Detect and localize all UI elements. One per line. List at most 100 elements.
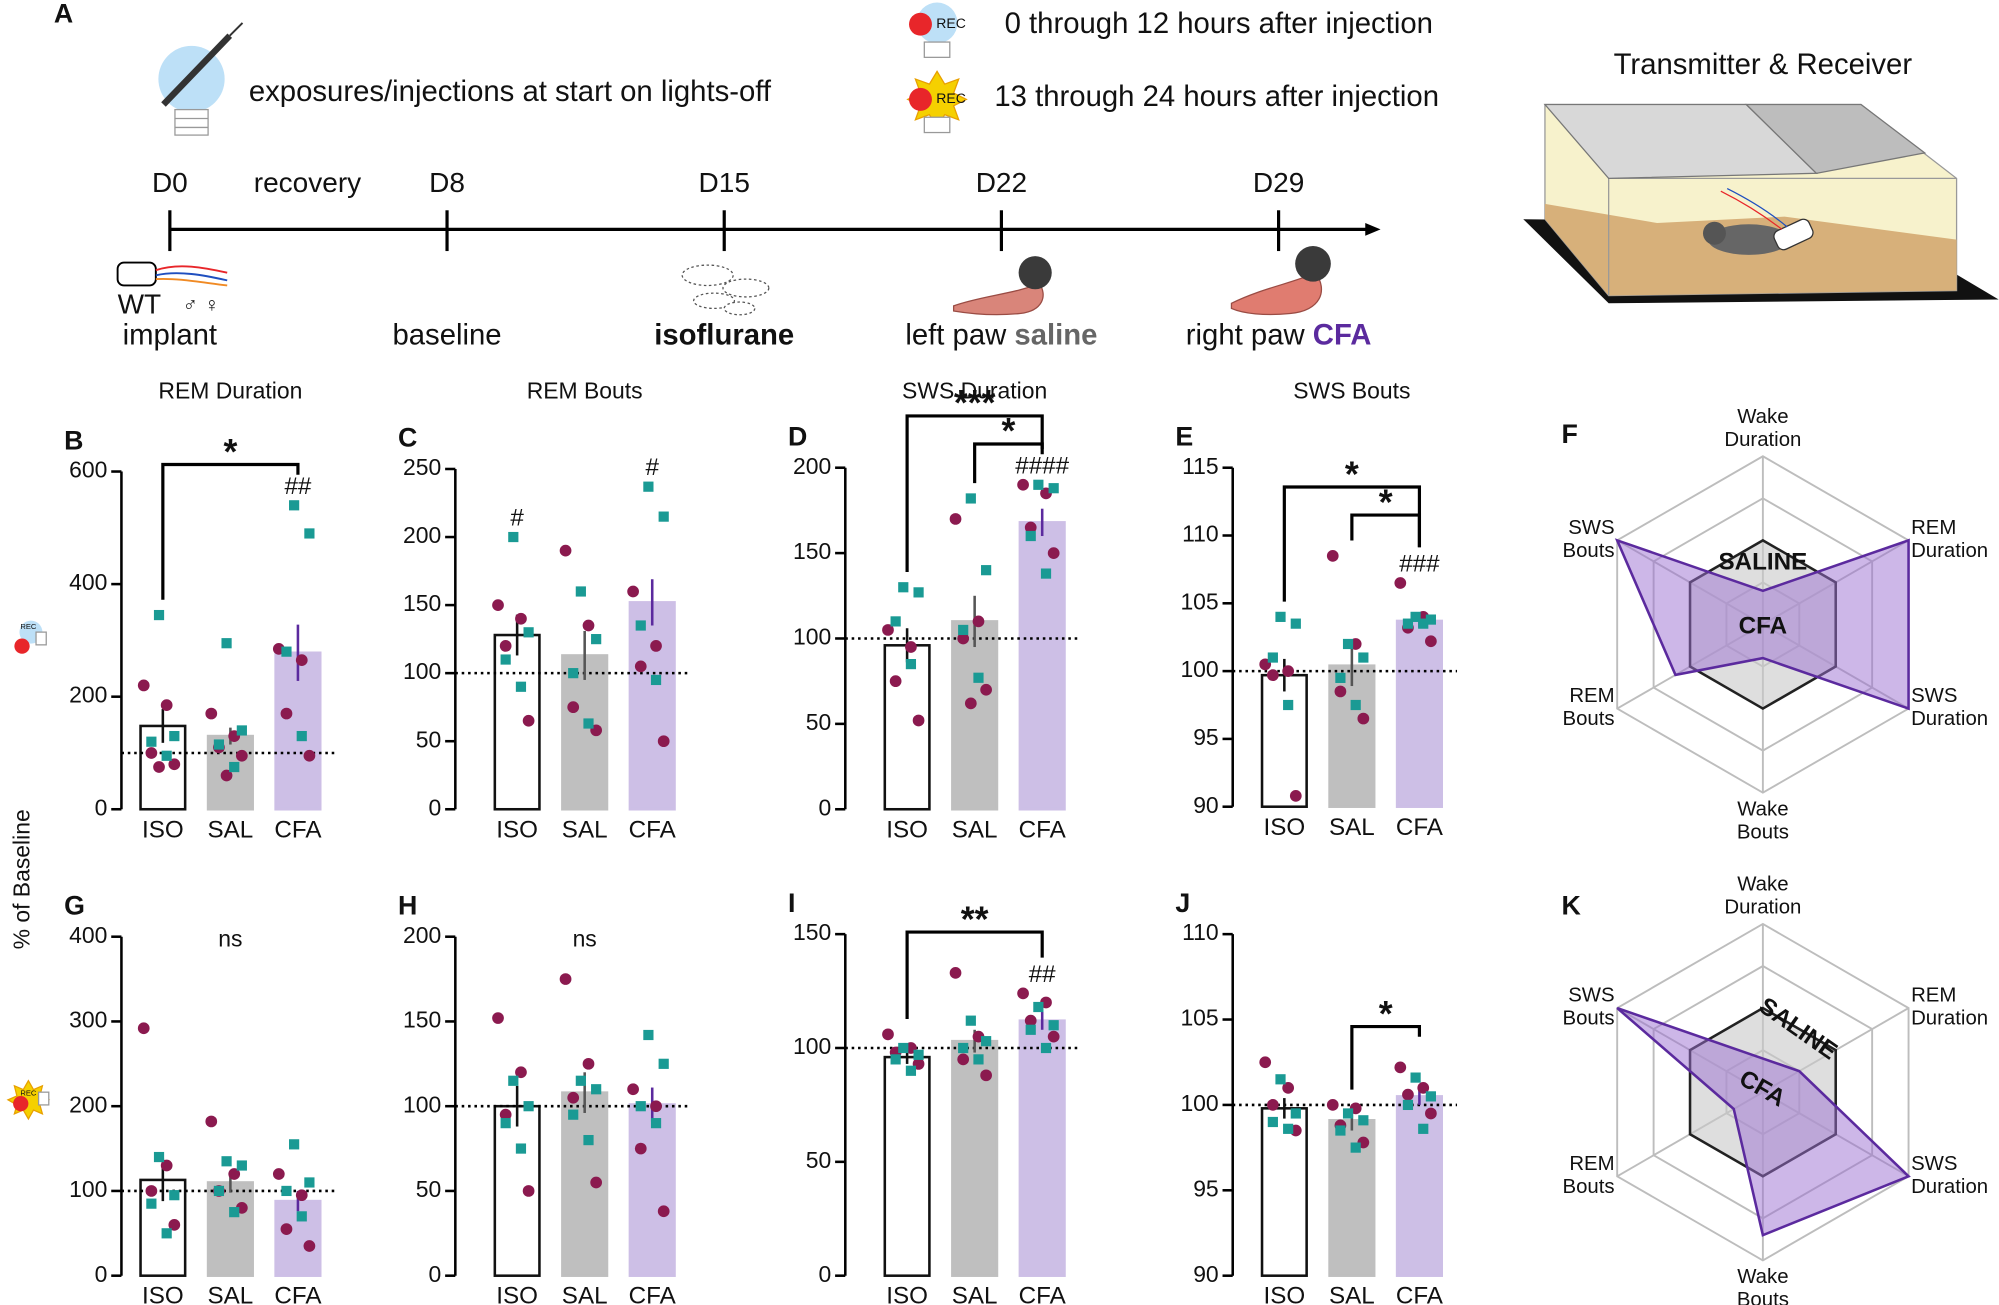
rec-second-note: 13 through 24 hours after injection <box>994 80 1439 113</box>
radar-axis-label: Wake Bouts <box>1737 1267 1789 1305</box>
data-point <box>1342 638 1354 650</box>
annotation: ns <box>218 926 242 952</box>
data-point <box>643 1029 654 1041</box>
data-point <box>500 1118 511 1129</box>
category-label: SAL <box>1329 1283 1375 1305</box>
y-tick-label: 0 <box>819 1261 832 1287</box>
y-tick-label: 100 <box>403 1091 441 1117</box>
row-rec-icon-light: REC <box>6 1079 51 1121</box>
y-tick-label: 110 <box>1182 919 1219 945</box>
y-tick-label: 600 <box>69 457 107 483</box>
day-label: D29 <box>1253 167 1304 198</box>
y-tick-label: 0 <box>95 794 108 820</box>
data-point <box>1267 652 1278 663</box>
rec-icon-dark: REC <box>909 2 966 58</box>
data-point <box>1425 1107 1437 1120</box>
y-tick-label: 50 <box>416 1176 442 1202</box>
data-point <box>964 697 977 710</box>
data-point <box>650 674 662 686</box>
data-point <box>499 1108 512 1121</box>
event-label: implant <box>123 318 217 351</box>
data-point <box>1358 1115 1369 1126</box>
data-point <box>591 1084 602 1095</box>
bar <box>883 1055 931 1277</box>
event-label: left paw saline <box>905 318 1097 351</box>
data-point <box>591 634 602 645</box>
category-label: CFA <box>1019 816 1067 843</box>
data-point <box>522 714 535 727</box>
data-point <box>559 544 572 557</box>
y-tick-label: 150 <box>793 538 831 564</box>
category-label: ISO <box>496 1283 538 1305</box>
data-point <box>153 1151 165 1163</box>
data-point <box>296 730 307 742</box>
data-point <box>973 672 984 683</box>
radar-axis-label-line: SWS <box>1568 985 1614 1007</box>
data-point <box>508 1075 519 1086</box>
radar-axis-label-line: Wake <box>1737 799 1788 821</box>
radar-axis-label-line: Duration <box>1911 540 1988 562</box>
radar-axis-label-line: Duration <box>1724 897 1801 919</box>
data-point <box>1024 1014 1037 1027</box>
data-point <box>137 679 150 692</box>
radar-axis-label: SWS Bouts <box>1563 985 1615 1030</box>
data-point <box>1025 530 1036 542</box>
day-label: D0 <box>152 167 188 198</box>
data-point <box>657 1205 670 1218</box>
data-point <box>1017 987 1029 1000</box>
data-point <box>168 1218 181 1231</box>
data-point <box>980 683 992 696</box>
panel-letter: C <box>398 423 417 453</box>
data-point <box>280 707 293 720</box>
data-point <box>957 632 970 645</box>
category-label: SAL <box>562 816 608 843</box>
panel-title: SWS Duration <box>902 378 1047 404</box>
data-point <box>965 1015 976 1026</box>
radar-axis-label-line: Wake <box>1737 874 1788 896</box>
sex-symbol: ♂ <box>183 294 198 316</box>
data-point <box>627 585 639 598</box>
significance-label: * <box>1379 994 1393 1034</box>
significance-hash: ## <box>1029 961 1056 988</box>
radar-axis-label: SWS Duration <box>1911 1153 1988 1198</box>
data-point <box>213 739 225 750</box>
y-tick-label: 0 <box>429 1261 442 1287</box>
data-point <box>973 1054 984 1065</box>
bar <box>1395 1095 1443 1277</box>
data-point <box>568 1109 579 1120</box>
rec-icon-light: REC <box>906 70 968 134</box>
y-tick-label: 150 <box>793 919 831 945</box>
bar <box>951 620 999 811</box>
day-label: D22 <box>976 167 1027 198</box>
data-point <box>958 624 969 636</box>
event-text: isoflurane <box>654 318 794 351</box>
data-point <box>1047 547 1060 559</box>
panel-letter: A <box>54 0 73 28</box>
bar <box>1018 1019 1066 1277</box>
radar-axis-label-line: Bouts <box>1563 708 1615 730</box>
data-point <box>523 1101 534 1112</box>
data-point <box>145 747 158 759</box>
y-tick-label: 100 <box>403 658 441 684</box>
radar-axis-label-line: Duration <box>1724 429 1801 451</box>
data-point <box>213 1185 225 1197</box>
data-point <box>1357 712 1370 725</box>
y-tick-label: 90 <box>1193 792 1219 818</box>
data-point <box>1425 614 1436 625</box>
data-point <box>1350 1142 1361 1153</box>
data-point <box>627 1083 639 1096</box>
data-point <box>168 758 181 771</box>
data-point <box>304 1177 315 1188</box>
data-point <box>160 1159 173 1172</box>
radar-axis-label-line: Bouts <box>1737 1290 1789 1305</box>
radar-axis-label-line: Duration <box>1911 1008 1988 1030</box>
data-point <box>913 1049 924 1060</box>
data-point <box>304 528 315 539</box>
significance-hash: #### <box>1015 452 1069 479</box>
cage-title: Transmitter & Receiver <box>1614 48 1913 81</box>
data-point <box>980 1069 992 1082</box>
data-point <box>492 1012 504 1024</box>
data-point <box>235 749 248 762</box>
data-point <box>1335 1125 1346 1136</box>
